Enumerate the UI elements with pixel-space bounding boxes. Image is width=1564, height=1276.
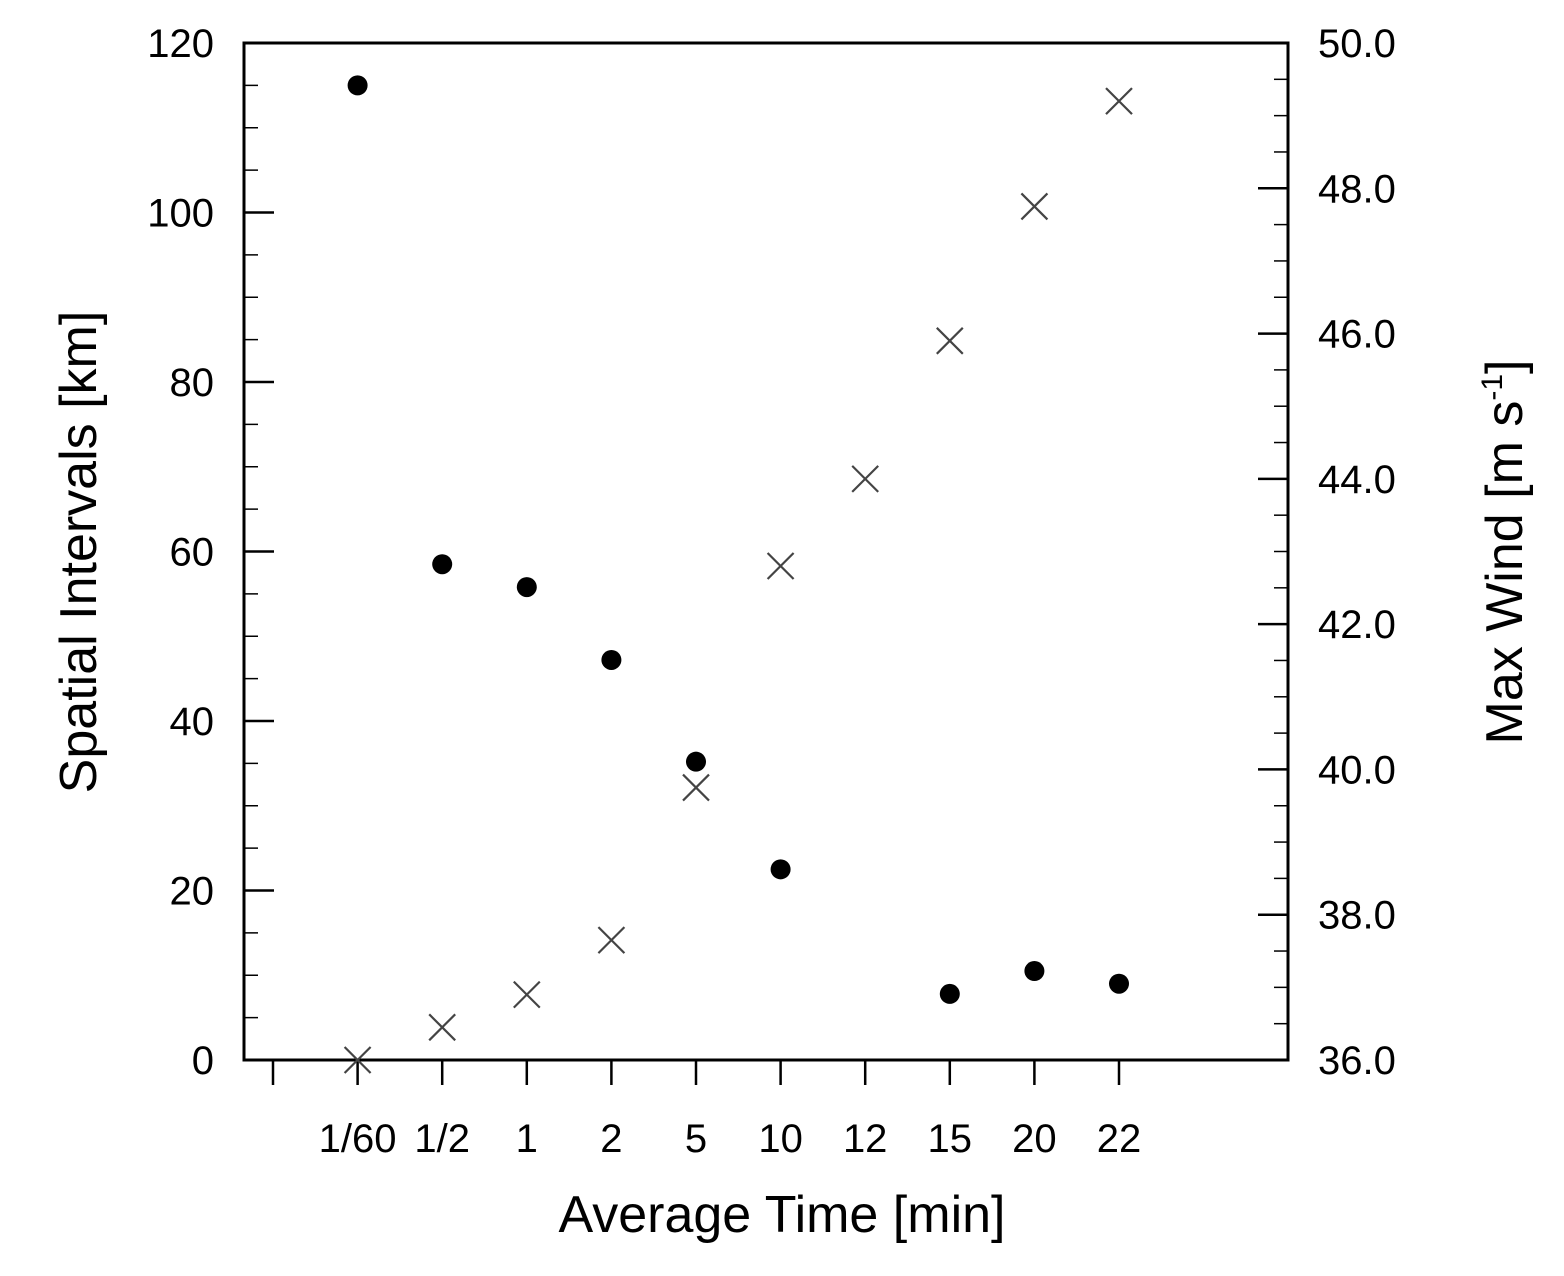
y-left-tick-label: 60 bbox=[170, 531, 215, 575]
tick-labels-group: 02040608010012036.038.040.042.044.046.04… bbox=[147, 22, 1396, 1161]
ticks-group bbox=[244, 41, 1288, 1085]
y-right-tick-label: 36.0 bbox=[1318, 1039, 1396, 1083]
y-left-tick-label: 0 bbox=[192, 1039, 214, 1083]
y-axis-right-title: Max Wind [m s-1] bbox=[1476, 360, 1534, 745]
spatial-interval-point bbox=[686, 751, 706, 772]
spatial-interval-point bbox=[939, 983, 960, 1004]
y-axis-right-title-main: Max Wind [m s bbox=[1476, 401, 1534, 745]
x-tick-label: 20 bbox=[1012, 1117, 1057, 1161]
max-wind-point bbox=[936, 327, 964, 355]
max-wind-point bbox=[343, 1046, 372, 1074]
y-left-tick-label: 100 bbox=[147, 192, 214, 236]
y-left-tick-label: 20 bbox=[170, 870, 215, 914]
spatial-interval-point bbox=[432, 554, 453, 575]
max-wind-cross-stroke bbox=[682, 773, 710, 802]
y-left-tick-label: 80 bbox=[170, 361, 215, 405]
max-wind-point bbox=[766, 552, 795, 580]
x-tick-label: 15 bbox=[928, 1117, 973, 1161]
y-right-tick-label: 44.0 bbox=[1318, 458, 1396, 502]
max-wind-point bbox=[428, 1013, 456, 1042]
x-tick-label: 1/2 bbox=[414, 1117, 470, 1161]
y-right-tick-label: 46.0 bbox=[1318, 313, 1396, 357]
spatial-interval-point bbox=[516, 577, 537, 598]
y-right-tick-label: 50.0 bbox=[1318, 22, 1396, 66]
y-left-tick-label: 120 bbox=[147, 22, 214, 66]
axes-group bbox=[242, 41, 1290, 1062]
y-axis-right-title-suffix: ] bbox=[1476, 360, 1534, 374]
y-axis-left-title: Spatial Intervals [km] bbox=[50, 311, 108, 794]
x-tick-label: 1/60 bbox=[319, 1117, 397, 1161]
max-wind-point bbox=[513, 980, 541, 1009]
y-left-tick-label: 40 bbox=[170, 700, 215, 744]
x-tick-label: 10 bbox=[758, 1117, 803, 1161]
max-wind-point bbox=[682, 773, 710, 802]
max-wind-point bbox=[1020, 192, 1049, 221]
data-marks-group bbox=[343, 75, 1133, 1074]
max-wind-cross-stroke bbox=[1105, 87, 1133, 115]
y-right-tick-label: 38.0 bbox=[1318, 894, 1396, 938]
plot-frame bbox=[242, 41, 1290, 1062]
max-wind-point bbox=[597, 926, 626, 954]
spatial-interval-point bbox=[1024, 961, 1045, 982]
x-tick-label: 1 bbox=[516, 1117, 538, 1161]
max-wind-cross-stroke bbox=[936, 327, 964, 355]
x-tick-label: 5 bbox=[685, 1117, 707, 1161]
y-right-tick-label: 48.0 bbox=[1318, 167, 1396, 211]
max-wind-cross-stroke bbox=[851, 465, 879, 493]
x-tick-label: 22 bbox=[1097, 1117, 1142, 1161]
max-wind-cross-stroke bbox=[766, 552, 795, 580]
max-wind-point bbox=[851, 465, 879, 493]
max-wind-cross-stroke bbox=[1020, 192, 1049, 221]
y-axis-right-title-superscript: -1 bbox=[1476, 374, 1509, 401]
max-wind-point bbox=[1105, 87, 1133, 115]
x-axis-title: Average Time [min] bbox=[558, 1186, 1005, 1244]
x-tick-label: 12 bbox=[843, 1117, 888, 1161]
spatial-interval-point bbox=[347, 75, 368, 96]
spatial-interval-point bbox=[601, 649, 622, 670]
max-wind-cross-stroke bbox=[513, 980, 541, 1009]
max-wind-cross-stroke bbox=[343, 1046, 372, 1074]
max-wind-cross-stroke bbox=[428, 1013, 456, 1042]
y-right-tick-label: 42.0 bbox=[1318, 603, 1396, 647]
max-wind-cross-stroke bbox=[597, 926, 626, 954]
spatial-interval-point bbox=[1109, 973, 1129, 994]
x-tick-label: 2 bbox=[600, 1117, 622, 1161]
spatial-interval-point bbox=[770, 859, 791, 880]
y-right-tick-label: 40.0 bbox=[1318, 748, 1396, 792]
